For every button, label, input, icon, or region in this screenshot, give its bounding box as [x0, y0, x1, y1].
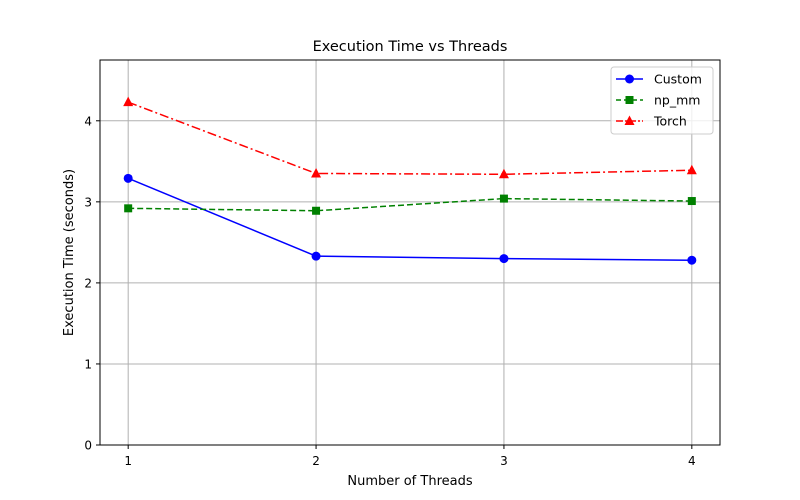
x-tick-label: 2: [312, 454, 320, 468]
data-point: [499, 254, 509, 264]
series-layer: [123, 96, 697, 265]
y-tick-label: 0: [84, 439, 92, 453]
data-point: [312, 206, 321, 215]
legend-label: Torch: [653, 114, 687, 129]
chart-title: Execution Time vs Threads: [313, 39, 508, 55]
data-point: [499, 194, 508, 203]
y-tick-label: 3: [84, 195, 92, 209]
x-tick-label: 4: [688, 454, 696, 468]
series-1: [124, 194, 696, 215]
legend-label: np_mm: [654, 93, 700, 108]
x-axis-label: Number of Threads: [347, 474, 472, 489]
legend-entry: Custom: [616, 72, 702, 87]
data-point: [123, 173, 133, 183]
y-tick-label: 2: [84, 276, 92, 290]
data-point: [123, 96, 134, 107]
data-point: [124, 204, 133, 213]
series-0: [123, 173, 697, 265]
series-line: [127, 177, 692, 261]
x-tick-label: 1: [124, 454, 132, 468]
data-point: [498, 168, 509, 179]
data-point: [687, 197, 696, 206]
y-tick-label: 1: [84, 357, 92, 371]
x-axis-ticks: 1 2 3 4: [124, 445, 696, 468]
legend-marker: [624, 115, 635, 125]
series-2: [123, 96, 697, 179]
x-tick-label: 3: [500, 454, 508, 468]
legend-box: [610, 66, 714, 135]
y-tick-label: 4: [84, 114, 92, 128]
data-point: [311, 251, 321, 261]
series-line: [127, 101, 692, 176]
data-point: [311, 167, 322, 178]
legend-label: Custom: [654, 72, 702, 87]
y-axis-label: Execution Time (seconds): [62, 169, 77, 336]
data-point: [686, 164, 697, 175]
series-line: [128, 197, 692, 212]
legend-entry: Torch: [616, 114, 687, 129]
legend: Custom np_mm Torch: [610, 66, 714, 135]
plot-frame: [99, 59, 721, 446]
legend-marker: [625, 74, 634, 84]
y-axis-ticks: 0 1 2 3 4: [84, 114, 100, 453]
legend-marker: [625, 96, 634, 104]
data-point: [687, 255, 697, 265]
legend-entry: np_mm: [616, 93, 700, 108]
